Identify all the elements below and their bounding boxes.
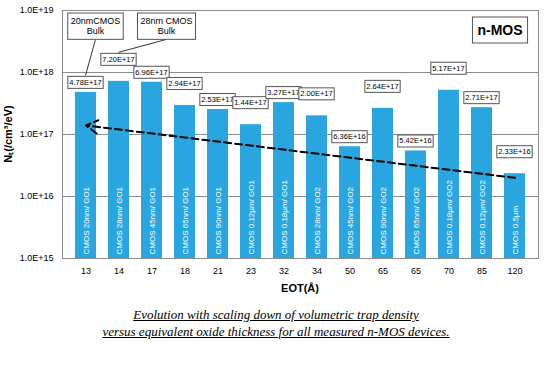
svg-text:EOT(Å): EOT(Å) [281, 282, 319, 294]
svg-text:85: 85 [477, 266, 487, 276]
svg-text:7.20E+17: 7.20E+17 [102, 55, 134, 64]
svg-text:34: 34 [312, 266, 322, 276]
svg-text:21: 21 [213, 266, 223, 276]
svg-text:Nₜ(/cm³/eV): Nₜ(/cm³/eV) [2, 105, 14, 163]
svg-text:CMOS 0.12µm/ GO2: CMOS 0.12µm/ GO2 [478, 180, 487, 255]
svg-text:CMOS 28nm/ GO1: CMOS 28nm/ GO1 [115, 186, 124, 254]
svg-text:4.78E+17: 4.78E+17 [69, 78, 101, 87]
svg-text:CMOS 0.18µm/ GO1: CMOS 0.18µm/ GO1 [280, 180, 289, 255]
svg-text:CMOS 65nm/ GO2: CMOS 65nm/ GO2 [412, 186, 421, 254]
svg-text:1.0E+15: 1.0E+15 [20, 253, 54, 263]
svg-text:1.0E+16: 1.0E+16 [20, 191, 54, 201]
svg-text:5.42E+16: 5.42E+16 [399, 136, 431, 145]
svg-text:3.27E+17: 3.27E+17 [267, 88, 299, 97]
html-text:versus equivalent oxide thickn: versus equivalent oxide thickness for al… [102, 324, 450, 339]
svg-text:6.36E+16: 6.36E+16 [333, 132, 365, 141]
svg-text:CMOS 65nm/ GO1: CMOS 65nm/ GO1 [181, 186, 190, 254]
html-text:Evolution with scaling down of: Evolution with scaling down of volumetri… [133, 307, 419, 322]
svg-text:6.96E+17: 6.96E+17 [135, 68, 167, 77]
svg-text:2.64E+17: 2.64E+17 [366, 82, 398, 91]
svg-text:2.00E+17: 2.00E+17 [300, 89, 332, 98]
svg-text:CMOS 90nm/ GO2: CMOS 90nm/ GO2 [379, 186, 388, 254]
svg-text:32: 32 [279, 266, 289, 276]
svg-text:2.94E+17: 2.94E+17 [168, 79, 200, 88]
svg-text:28nm CMOSBulk: 28nm CMOSBulk [140, 16, 192, 36]
svg-text:65: 65 [411, 266, 421, 276]
svg-text:13: 13 [81, 266, 91, 276]
svg-text:CMOS 0.5µm: CMOS 0.5µm [511, 206, 520, 255]
svg-text:CMOS 45nm/ GO1: CMOS 45nm/ GO1 [148, 186, 157, 254]
svg-text:18: 18 [180, 266, 190, 276]
svg-text:CMOS 28nm/ GO2: CMOS 28nm/ GO2 [313, 186, 322, 254]
svg-text:CMOS 0.12µm/ GO1: CMOS 0.12µm/ GO1 [247, 180, 256, 255]
svg-text:50: 50 [345, 266, 355, 276]
svg-text:CMOS 20nm/ GO1: CMOS 20nm/ GO1 [82, 186, 91, 254]
svg-text:2.53E+17: 2.53E+17 [201, 95, 233, 104]
svg-text:2.71E+17: 2.71E+17 [465, 93, 497, 102]
svg-text:CMOS 90nm/ GO1: CMOS 90nm/ GO1 [214, 186, 223, 254]
svg-text:20nmCMOSBulk: 20nmCMOSBulk [71, 16, 121, 36]
svg-text:70: 70 [444, 266, 454, 276]
svg-text:120: 120 [507, 266, 522, 276]
svg-text:2.33E+16: 2.33E+16 [498, 147, 530, 156]
svg-text:1.0E+18: 1.0E+18 [20, 67, 54, 77]
svg-text:1.0E+19: 1.0E+19 [20, 5, 54, 15]
svg-text:1.0E+17: 1.0E+17 [20, 129, 54, 139]
svg-text:n-MOS: n-MOS [477, 22, 522, 38]
svg-text:65: 65 [378, 266, 388, 276]
svg-text:CMOS 45nm/ GO2: CMOS 45nm/ GO2 [346, 186, 355, 254]
svg-text:17: 17 [147, 266, 157, 276]
svg-text:23: 23 [246, 266, 256, 276]
svg-text:1.44E+17: 1.44E+17 [234, 98, 266, 107]
svg-text:CMOS 0.18µm/ GO2: CMOS 0.18µm/ GO2 [445, 180, 454, 255]
svg-text:5.17E+17: 5.17E+17 [432, 64, 464, 73]
svg-text:14: 14 [114, 266, 124, 276]
